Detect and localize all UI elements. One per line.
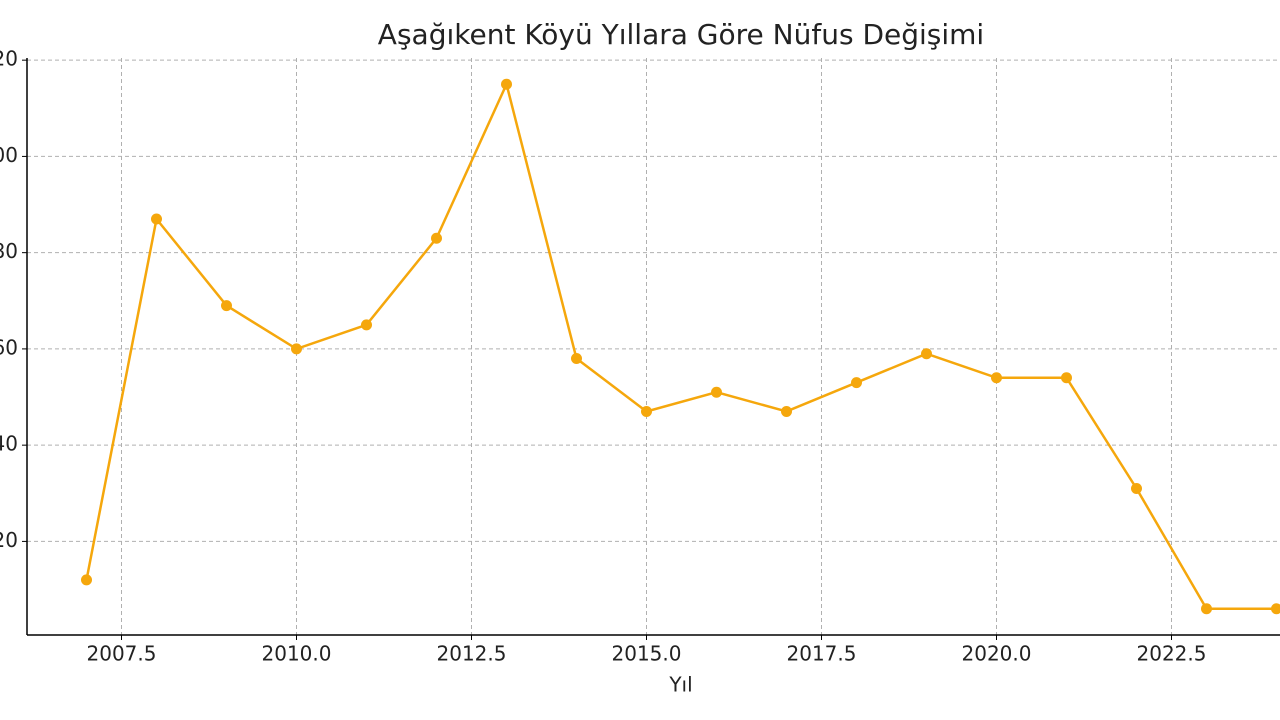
data-point [571, 353, 582, 365]
data-point [921, 348, 932, 360]
x-tick-label: 2012.5 [437, 642, 507, 666]
data-point [291, 343, 302, 355]
data-line [85, 80, 1277, 611]
chart-title: Aşağıkent Köyü Yıllara Göre Nüfus Değişi… [378, 18, 984, 51]
data-point [1061, 372, 1072, 384]
data-point [1131, 482, 1142, 494]
data-point [1201, 603, 1212, 615]
data-point [361, 319, 372, 331]
y-tick-label: 60 [0, 335, 18, 359]
y-tick-label: 100 [0, 143, 18, 167]
data-point [151, 213, 162, 225]
x-tick-label: 2010.0 [262, 642, 332, 666]
y-tick-label: 120 [0, 47, 18, 71]
data-point [221, 300, 232, 312]
y-tick-label: 40 [0, 432, 18, 456]
y-tick-label: 20 [0, 528, 18, 552]
data-point [501, 78, 512, 90]
x-tick-label: 2007.5 [87, 642, 157, 666]
x-tick-label: 2022.5 [1137, 642, 1207, 666]
x-axis-label: Yıl [668, 673, 692, 697]
y-tick-label: 80 [0, 239, 18, 263]
data-point [431, 232, 442, 244]
data-point [1271, 603, 1280, 615]
data-point [641, 405, 652, 417]
x-tick-label: 2020.0 [962, 642, 1032, 666]
x-tick-label: 2017.5 [787, 642, 857, 666]
x-tick-label: 2015.0 [612, 642, 682, 666]
data-point [711, 386, 722, 398]
data-point [781, 405, 792, 417]
data-point [81, 574, 92, 586]
data-point [991, 372, 1002, 384]
data-point [851, 377, 862, 389]
